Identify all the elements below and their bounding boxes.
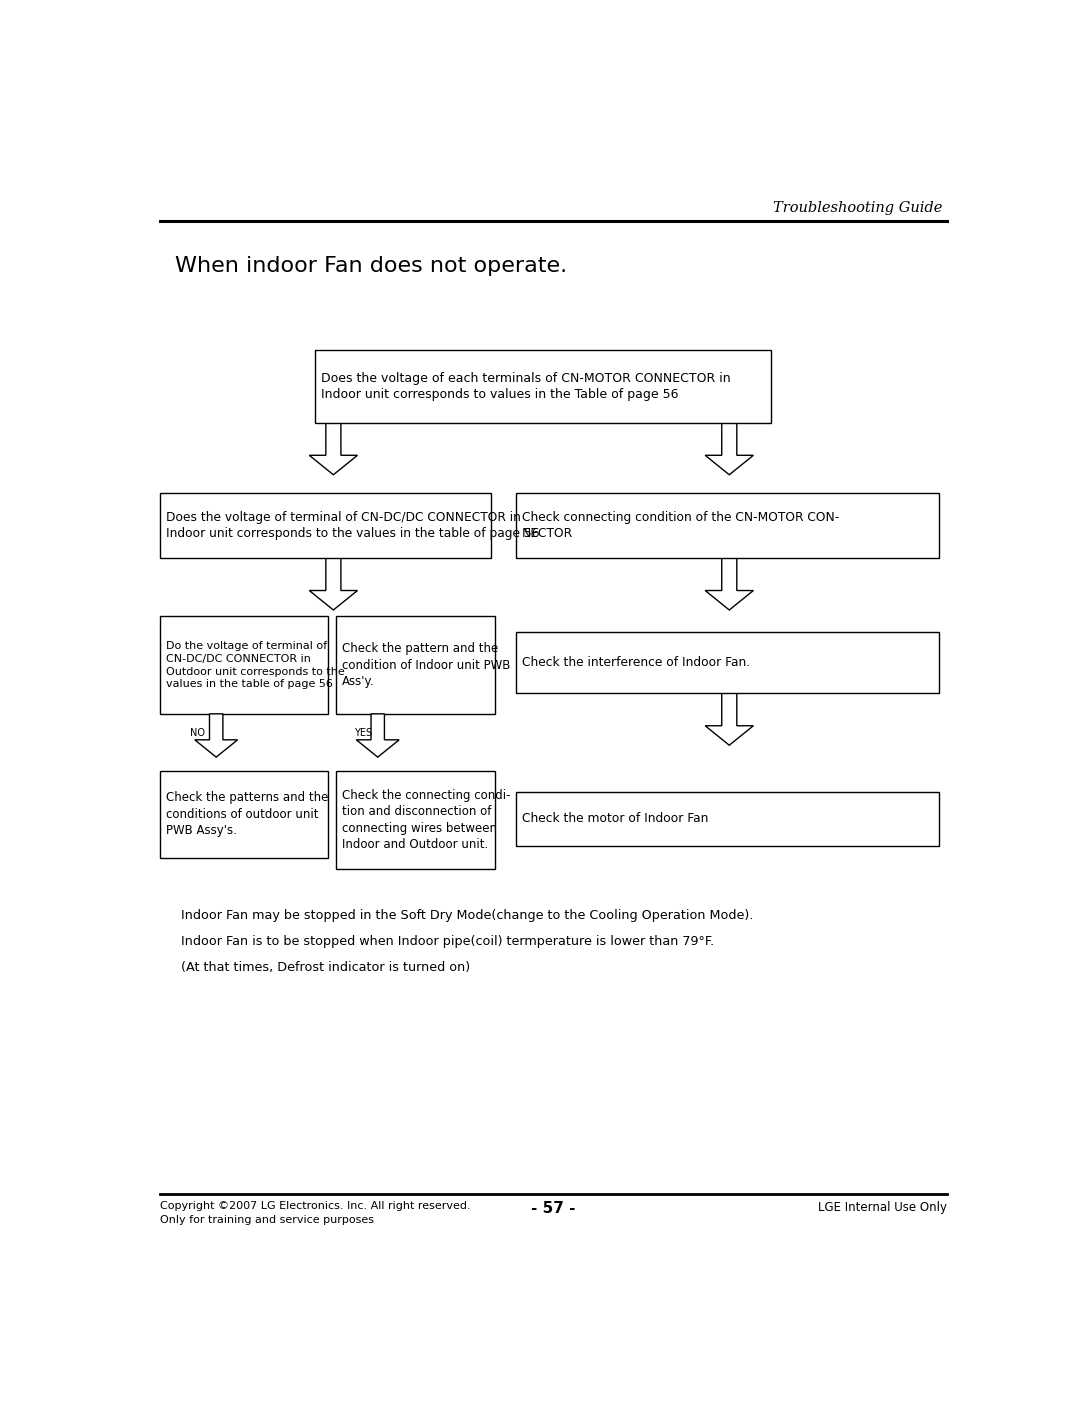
Text: (At that times, Defrost indicator is turned on): (At that times, Defrost indicator is tur…	[181, 961, 470, 974]
Text: When indoor Fan does not operate.: When indoor Fan does not operate.	[175, 256, 567, 275]
Polygon shape	[705, 558, 754, 610]
Text: LGE Internal Use Only: LGE Internal Use Only	[818, 1201, 947, 1214]
Polygon shape	[194, 714, 238, 757]
Polygon shape	[356, 714, 400, 757]
FancyBboxPatch shape	[160, 493, 490, 558]
FancyBboxPatch shape	[160, 617, 327, 714]
Text: Check connecting condition of the CN-MOTOR CON-
NECTOR: Check connecting condition of the CN-MOT…	[522, 511, 839, 541]
Text: Do the voltage of terminal of
CN-DC/DC CONNECTOR in
Outdoor unit corresponds to : Do the voltage of terminal of CN-DC/DC C…	[166, 641, 345, 690]
Text: Check the pattern and the
condition of Indoor unit PWB
Ass'y.: Check the pattern and the condition of I…	[341, 642, 510, 688]
FancyBboxPatch shape	[336, 617, 495, 714]
Text: Check the connecting condi-
tion and disconnection of
connecting wires between
I: Check the connecting condi- tion and dis…	[341, 788, 510, 851]
Text: Copyright ©2007 LG Electronics. Inc. All right reserved.
Only for training and s: Copyright ©2007 LG Electronics. Inc. All…	[160, 1201, 471, 1225]
Polygon shape	[309, 423, 357, 475]
FancyBboxPatch shape	[516, 792, 939, 846]
Text: Indoor Fan may be stopped in the Soft Dry Mode(change to the Cooling Operation M: Indoor Fan may be stopped in the Soft Dr…	[181, 909, 754, 922]
Text: - 57 -: - 57 -	[531, 1201, 576, 1215]
Text: Troubleshooting Guide: Troubleshooting Guide	[773, 201, 943, 215]
Text: Check the patterns and the
conditions of outdoor unit
PWB Assy's.: Check the patterns and the conditions of…	[166, 791, 328, 837]
Polygon shape	[705, 423, 754, 475]
Text: YES: YES	[353, 728, 372, 738]
Text: Check the interference of Indoor Fan.: Check the interference of Indoor Fan.	[522, 656, 750, 669]
FancyBboxPatch shape	[516, 493, 939, 558]
Text: Check the motor of Indoor Fan: Check the motor of Indoor Fan	[522, 812, 708, 825]
Text: Indoor Fan is to be stopped when Indoor pipe(coil) termperature is lower than 79: Indoor Fan is to be stopped when Indoor …	[181, 934, 714, 947]
Polygon shape	[309, 558, 357, 610]
Polygon shape	[705, 693, 754, 745]
Text: Does the voltage of each terminals of CN-MOTOR CONNECTOR in
Indoor unit correspo: Does the voltage of each terminals of CN…	[321, 372, 730, 402]
FancyBboxPatch shape	[516, 632, 939, 693]
Text: NO: NO	[190, 728, 205, 738]
Text: Does the voltage of terminal of CN-DC/DC CONNECTOR in
Indoor unit corresponds to: Does the voltage of terminal of CN-DC/DC…	[166, 511, 540, 541]
FancyBboxPatch shape	[160, 771, 327, 857]
FancyBboxPatch shape	[336, 771, 495, 868]
FancyBboxPatch shape	[315, 350, 771, 423]
